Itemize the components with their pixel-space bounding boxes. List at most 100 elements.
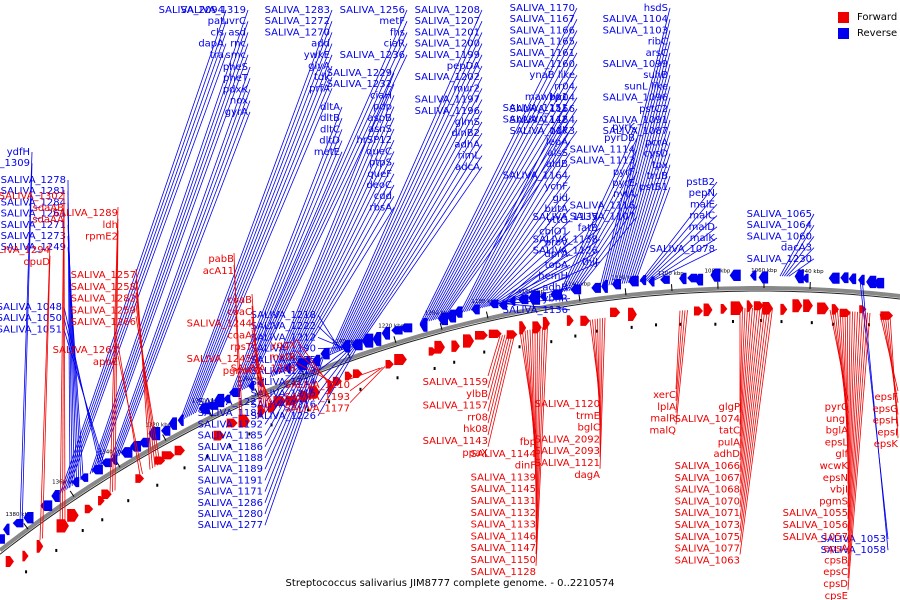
- scale-tick-label: 1380 kbp: [6, 512, 32, 518]
- reverse-callout-line: [615, 86, 671, 285]
- reverse-gene-label: SALIVA_1078: [650, 244, 715, 255]
- reverse-gene-label: SALIVA_1196: [415, 106, 480, 117]
- forward-callout-line: [847, 312, 863, 555]
- forward-gene-arrow: [542, 316, 550, 330]
- reverse-gene-label: suhB: [643, 70, 668, 81]
- reverse-gene-label: ciaR: [384, 39, 405, 50]
- reverse-gene-label: SALIVA_1104: [603, 14, 668, 25]
- forward-callout-line: [251, 341, 271, 410]
- forward-callout-line: [535, 328, 538, 519]
- feature-mark: [55, 548, 58, 552]
- forward-gene-label: SALIVA_1289: [53, 208, 118, 219]
- reverse-gene-arrow: [372, 332, 382, 346]
- feature-mark: [359, 387, 362, 391]
- reverse-gene-label: ciaH: [370, 90, 392, 101]
- reverse-gene-label: SALIVA_1099: [603, 59, 668, 70]
- reverse-callout-line: [118, 111, 251, 457]
- forward-gene-arrow: [880, 311, 894, 320]
- reverse-gene-label: SALIVA_1167: [510, 14, 575, 25]
- reverse-callout-line: [66, 43, 227, 490]
- reverse-callout-line: [64, 32, 227, 492]
- forward-gene-label: SALIVA_1074: [675, 414, 740, 425]
- reverse-gene-label: SALIVA_1207: [415, 16, 480, 27]
- reverse-callout-line: [626, 142, 671, 284]
- reverse-gene-label: cbiO1: [539, 226, 568, 237]
- reverse-gene-label: SALIVA_1270: [265, 27, 330, 38]
- reverse-gene-label: SALIVA_1126: [533, 246, 598, 257]
- reverse-gene-label: SALIVA_1189: [198, 464, 263, 475]
- forward-gene-arrow: [803, 299, 813, 312]
- forward-gene-label: pyrC: [825, 402, 848, 413]
- reverse-callout-line: [291, 184, 395, 369]
- forward-callout-line: [487, 333, 513, 436]
- forward-gene-label: SALIVA_1055: [783, 508, 848, 519]
- feature-mark: [550, 340, 553, 344]
- feature-mark: [483, 350, 486, 354]
- reverse-callout-line: [360, 166, 483, 343]
- feature-mark: [156, 483, 159, 487]
- reverse-gene-label: malD: [689, 222, 716, 233]
- reverse-gene-label: nylA: [613, 189, 635, 200]
- forward-callout-line: [487, 334, 508, 412]
- reverse-gene-arrow: [591, 282, 601, 293]
- reverse-gene-label: pat: [208, 16, 224, 27]
- reverse-gene-arrow: [284, 363, 291, 374]
- reverse-gene-arrow: [320, 348, 330, 360]
- reverse-gene-label: truB: [647, 171, 668, 182]
- forward-gene-label: epsI: [877, 427, 898, 438]
- forward-gene-arrow: [327, 379, 334, 394]
- forward-callout-line: [675, 310, 686, 413]
- reverse-gene-label: ndk: [550, 126, 569, 137]
- reverse-callout-line: [483, 219, 571, 308]
- reverse-gene-arrow: [840, 272, 849, 284]
- forward-callout-line: [847, 312, 868, 579]
- reverse-gene-label: SALIVA_1213: [251, 366, 316, 377]
- forward-gene-label: glf: [835, 449, 848, 460]
- reverse-callout-line: [287, 162, 395, 371]
- forward-swatch: [838, 11, 849, 23]
- forward-gene-arrow: [98, 495, 105, 506]
- reverse-gene-label: SALIVA_1170: [510, 3, 575, 14]
- reverse-gene-arrow: [206, 401, 219, 410]
- reverse-gene-arrow: [381, 326, 391, 340]
- reverse-callout-line: [650, 237, 718, 282]
- reverse-callout-line: [435, 86, 578, 320]
- forward-callout-line: [739, 308, 773, 555]
- reverse-gene-label: SALIVA_1154: [510, 115, 575, 126]
- reverse-callout-line: [109, 66, 251, 462]
- reverse-gene-label: SALIVA_1091: [603, 115, 668, 126]
- reverse-gene-label: ybhR: [542, 294, 568, 305]
- reverse-callout-line: [443, 130, 578, 318]
- reverse-callout-line: [264, 359, 314, 470]
- scale-tick: [69, 490, 75, 497]
- forward-gene-arrow: [238, 414, 250, 428]
- reverse-callout-line: [644, 204, 718, 282]
- reverse-gene-label: SALIVA_1171: [198, 487, 263, 498]
- reverse-gene-label: SALIVA_1135: [533, 212, 598, 223]
- forward-gene-arrow: [344, 371, 353, 381]
- reverse-callout-line: [786, 247, 815, 277]
- forward-callout-line: [135, 280, 153, 469]
- forward-gene-label: SALIVA_1157: [423, 401, 488, 412]
- scale-tick-label: 1040 kbp: [798, 269, 824, 275]
- reverse-gene-label: SALIVA_1283: [265, 5, 330, 16]
- forward-callout-line: [739, 307, 766, 520]
- reverse-gene-label: pyrF: [613, 167, 635, 178]
- forward-gene-label: SALIVA_1245: [187, 354, 252, 365]
- reverse-gene-label: SALIVA_1199: [415, 50, 480, 61]
- reverse-gene-label: SALIVA_1226: [251, 411, 316, 422]
- reverse-gene-arrow: [51, 489, 60, 502]
- forward-gene-arrow: [36, 539, 44, 553]
- reverse-gene-label: SALIVA_1191: [198, 475, 263, 486]
- forward-callout-line: [599, 318, 603, 458]
- reverse-gene-label: SALIVA_1138: [533, 234, 598, 245]
- forward-gene-arrow: [22, 550, 29, 562]
- reverse-callout-line: [21, 163, 33, 522]
- reverse-gene-label: SALIVA_1309: [0, 158, 30, 169]
- forward-gene-label: SALIVA_1193: [285, 392, 350, 403]
- reverse-gene-label: yttG: [546, 215, 568, 226]
- reverse-gene-label: aldB: [546, 159, 568, 170]
- forward-gene-label: bglA: [826, 426, 848, 437]
- genome-backbone: [0, 286, 900, 552]
